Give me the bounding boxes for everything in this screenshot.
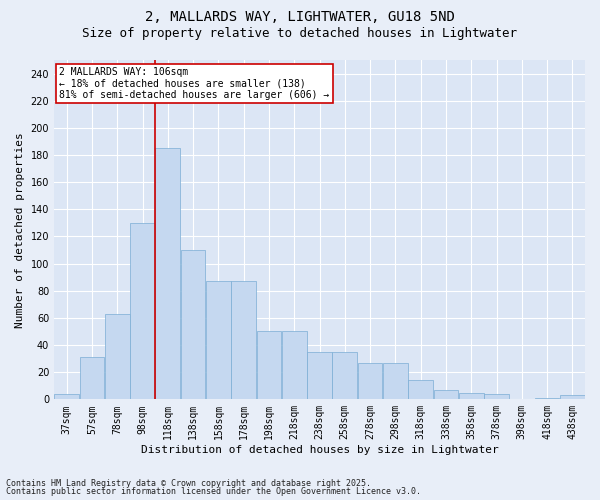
- Bar: [282, 332, 307, 400]
- Bar: [408, 380, 433, 400]
- Text: 2 MALLARDS WAY: 106sqm
← 18% of detached houses are smaller (138)
81% of semi-de: 2 MALLARDS WAY: 106sqm ← 18% of detached…: [59, 67, 329, 100]
- Bar: [155, 148, 180, 400]
- Bar: [307, 352, 332, 400]
- Bar: [231, 281, 256, 400]
- Bar: [484, 394, 509, 400]
- Bar: [332, 352, 357, 400]
- Text: 2, MALLARDS WAY, LIGHTWATER, GU18 5ND: 2, MALLARDS WAY, LIGHTWATER, GU18 5ND: [145, 10, 455, 24]
- X-axis label: Distribution of detached houses by size in Lightwater: Distribution of detached houses by size …: [140, 445, 499, 455]
- Text: Contains HM Land Registry data © Crown copyright and database right 2025.: Contains HM Land Registry data © Crown c…: [6, 478, 371, 488]
- Bar: [206, 281, 231, 400]
- Bar: [257, 332, 281, 400]
- Y-axis label: Number of detached properties: Number of detached properties: [15, 132, 25, 328]
- Bar: [459, 392, 484, 400]
- Bar: [181, 250, 205, 400]
- Bar: [434, 390, 458, 400]
- Bar: [105, 314, 130, 400]
- Bar: [54, 394, 79, 400]
- Text: Contains public sector information licensed under the Open Government Licence v3: Contains public sector information licen…: [6, 488, 421, 496]
- Bar: [535, 398, 559, 400]
- Text: Size of property relative to detached houses in Lightwater: Size of property relative to detached ho…: [83, 28, 517, 40]
- Bar: [358, 362, 382, 400]
- Bar: [560, 396, 585, 400]
- Bar: [130, 223, 155, 400]
- Bar: [383, 362, 408, 400]
- Bar: [80, 358, 104, 400]
